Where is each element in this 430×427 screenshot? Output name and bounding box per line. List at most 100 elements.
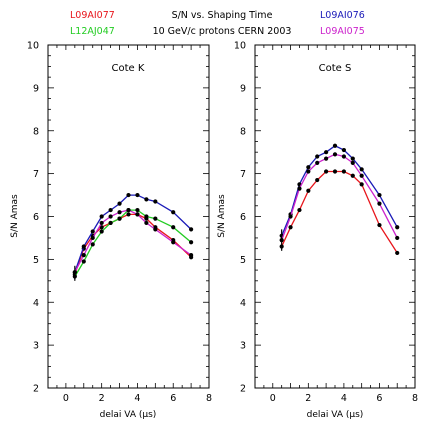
legend-label-l09ai075: L09AI075 [320,26,365,37]
data-point-l09ai076 [324,150,329,155]
x-tick-label: 4 [341,393,347,404]
data-point-l09ai075 [117,210,122,215]
series-line-l09ai075 [74,209,192,273]
data-point-l09ai075 [171,240,176,245]
x-tick-label: 0 [270,393,276,404]
data-point-l09ai075 [350,160,355,166]
series-line-l12aj047 [74,209,192,277]
y-tick-label: 10 [234,41,246,52]
y-tick-label: 2 [33,384,39,395]
x-tick-label: 8 [206,393,212,404]
data-point-l12aj047 [171,225,176,230]
panel-title: Cote S [319,63,352,74]
data-point-l09ai076 [126,192,131,198]
data-point-l09ai077 [315,177,320,183]
data-point-l09ai076 [315,154,320,159]
data-series [72,192,194,281]
data-point-l09ai076 [108,207,113,213]
panel-title: Cote K [112,63,145,74]
data-point-l09ai076 [332,143,338,148]
data-point-l12aj047 [108,220,113,226]
data-point-l12aj047 [144,214,149,219]
data-point-l09ai077 [297,207,302,213]
legend-label-l09ai076: L09AI076 [320,10,365,21]
data-point-l09ai075 [99,220,104,226]
data-point-l12aj047 [99,229,104,234]
x-tick-label: 2 [305,393,311,404]
data-point-l09ai075 [90,235,95,241]
y-tick-label: 9 [33,83,39,94]
panel-cote-k: Cote K delai VA (µs) S/N Amas 0 2 4 6 8 2 3 4 5 6… [10,41,212,421]
data-point-l09ai075 [324,156,329,161]
data-point-l09ai076 [189,227,194,232]
data-point-l09ai076 [90,229,95,234]
y-tick-label: 7 [33,169,39,180]
y-tick-label: 6 [240,212,246,223]
data-point-l09ai075 [341,154,346,159]
legend-label-l12aj047: L12AJ047 [70,26,115,37]
data-point-l09ai076 [359,167,364,172]
data-point-l09ai077 [324,169,329,174]
y-tick-label: 3 [33,341,39,352]
data-point-l09ai076 [99,214,104,219]
data-point-l09ai077 [359,182,364,187]
legend-label-l09ai077: L09AI077 [70,10,115,21]
data-point-l09ai077 [288,225,293,230]
data-point-l09ai076 [117,201,122,206]
data-point-l12aj047 [153,216,158,221]
data-point-l12aj047 [189,240,194,245]
y-tick-label: 5 [240,255,246,266]
series-line-l09ai076 [74,194,192,273]
x-tick-label: 6 [170,393,176,404]
x-tick-label: 4 [134,393,140,404]
x-axis-label: delai VA (µs) [100,410,157,420]
data-point-l09ai076 [377,192,382,198]
data-point-l09ai075 [377,201,382,206]
y-tick-label: 9 [240,83,246,94]
data-point-l09ai077 [126,212,131,217]
data-point-l09ai075 [315,160,320,166]
axis-ticks: 0 2 4 6 8 2 3 4 5 6 7 8 9 10 [234,41,418,405]
y-tick-label: 10 [27,41,39,52]
data-point-l09ai075 [81,252,86,258]
data-point-l09ai076 [306,165,311,170]
y-tick-label: 6 [33,212,39,223]
y-axis-label: S/N Amas [217,194,227,238]
x-tick-label: 2 [99,393,105,404]
data-point-l12aj047 [81,259,86,264]
data-point-l09ai076 [81,244,86,249]
data-series [279,143,400,256]
y-tick-label: 3 [240,341,246,352]
y-tick-label: 8 [240,126,246,137]
data-point-l09ai075 [306,169,311,174]
x-tick-label: 6 [376,393,382,404]
y-tick-label: 5 [33,255,39,266]
series-line-l09ai075 [281,153,398,241]
data-point-l12aj047 [117,216,122,221]
data-point-l09ai075 [395,235,400,241]
figure-title: S/N vs. Shaping Time [172,10,273,21]
data-point-l09ai075 [297,186,302,191]
data-point-l09ai076 [135,192,140,198]
data-point-l09ai077 [341,169,346,174]
data-point-l09ai075 [288,214,293,219]
figure-subtitle: 10 GeV/c protons CERN 2003 [153,26,292,37]
data-point-l09ai075 [135,212,140,217]
y-tick-label: 8 [33,126,39,137]
data-point-l09ai077 [395,250,400,256]
data-point-l09ai077 [377,222,382,228]
data-point-l09ai076 [144,197,149,202]
data-point-l09ai076 [171,210,176,215]
data-point-l09ai075 [126,207,131,213]
data-point-l09ai075 [359,173,364,178]
data-point-l09ai077 [306,188,311,193]
data-point-l09ai076 [395,225,400,230]
y-tick-label: 4 [240,298,246,309]
x-axis-label: delai VA (µs) [307,410,364,420]
data-point-l09ai075 [153,227,158,232]
data-point-l09ai075 [108,214,113,219]
y-tick-label: 7 [240,169,246,180]
data-point-l12aj047 [90,242,95,247]
data-point-l09ai076 [350,156,355,161]
